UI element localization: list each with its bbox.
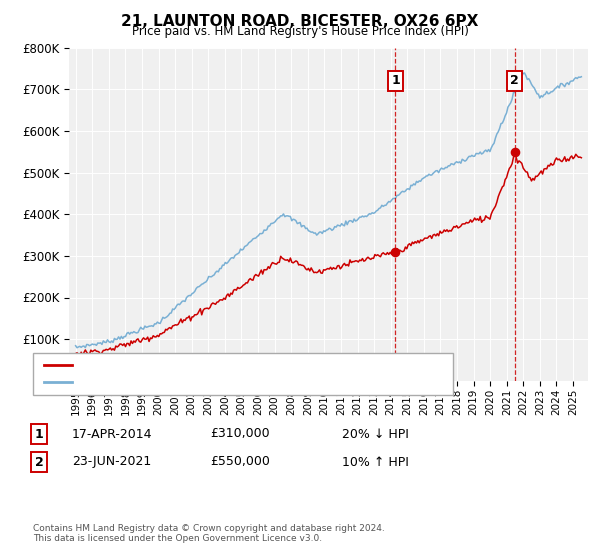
Text: Price paid vs. HM Land Registry's House Price Index (HPI): Price paid vs. HM Land Registry's House … [131, 25, 469, 38]
Text: 20% ↓ HPI: 20% ↓ HPI [342, 427, 409, 441]
Text: 10% ↑ HPI: 10% ↑ HPI [342, 455, 409, 469]
Point [391, 247, 400, 256]
Text: HPI: Average price, detached house, Cherwell: HPI: Average price, detached house, Cher… [76, 377, 326, 388]
Text: 21, LAUNTON ROAD, BICESTER, OX26 6PX: 21, LAUNTON ROAD, BICESTER, OX26 6PX [121, 14, 479, 29]
Text: 1: 1 [35, 427, 43, 441]
Text: £550,000: £550,000 [210, 455, 270, 469]
Text: Contains HM Land Registry data © Crown copyright and database right 2024.
This d: Contains HM Land Registry data © Crown c… [33, 524, 385, 543]
Point [510, 147, 520, 156]
Text: 1: 1 [391, 74, 400, 87]
Text: 21, LAUNTON ROAD, BICESTER, OX26 6PX (detached house): 21, LAUNTON ROAD, BICESTER, OX26 6PX (de… [76, 360, 406, 370]
Text: 23-JUN-2021: 23-JUN-2021 [72, 455, 151, 469]
Text: £310,000: £310,000 [210, 427, 269, 441]
Text: 2: 2 [35, 455, 43, 469]
Text: 2: 2 [510, 74, 519, 87]
Text: 17-APR-2014: 17-APR-2014 [72, 427, 152, 441]
